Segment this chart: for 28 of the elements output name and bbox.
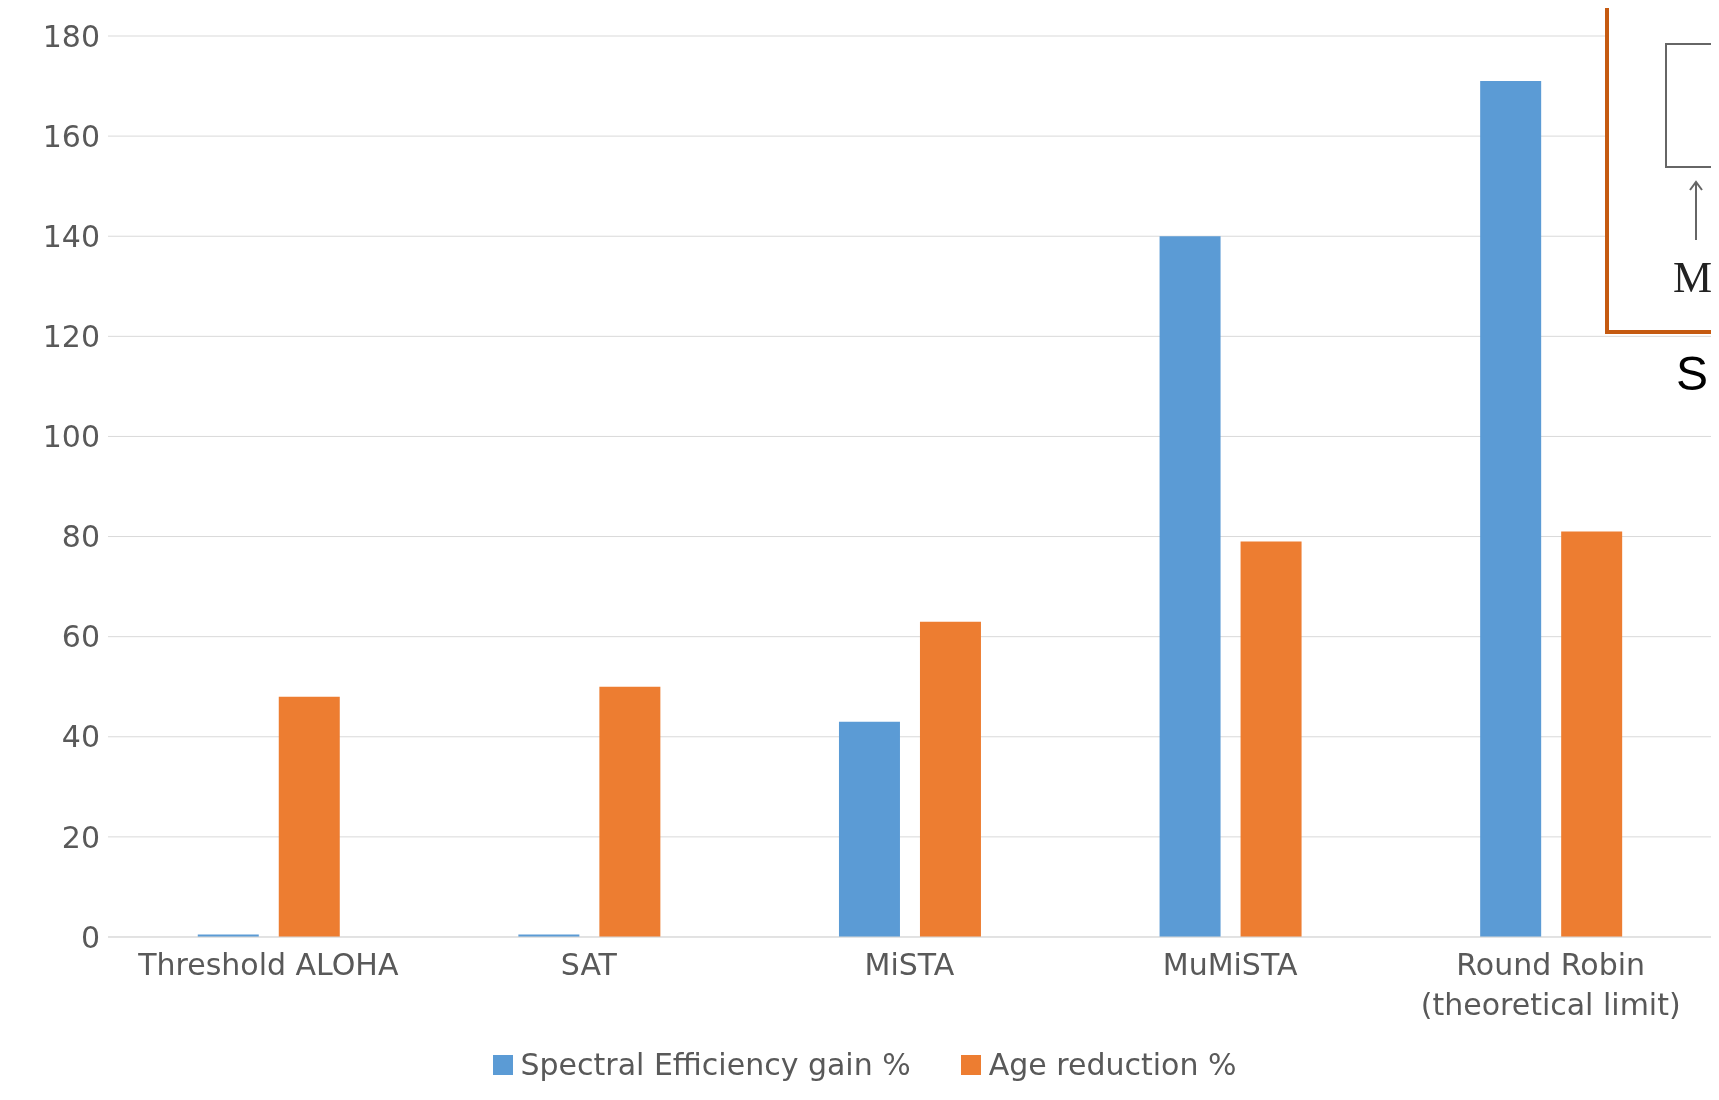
annotation: M (1673, 252, 1712, 303)
y-tick-label: 40 (61, 719, 100, 755)
x-tick-label: MiSTA (864, 947, 955, 982)
bar (1480, 81, 1542, 937)
bar (1561, 531, 1623, 937)
legend-label: Spectral Efficiency gain % (520, 1047, 911, 1082)
y-tick-label: 100 (42, 419, 100, 455)
y-tick-label: 180 (42, 18, 100, 54)
x-tick-label: Threshold ALOHA (137, 947, 399, 982)
bar (1240, 541, 1302, 937)
x-tick-label: SAT (560, 947, 618, 982)
y-tick-label: 160 (42, 118, 100, 154)
legend-label: Age reduction % (988, 1047, 1237, 1082)
bar (1159, 236, 1221, 937)
x-tick-label: MuMiSTA (1162, 947, 1298, 982)
y-tick-label: 60 (61, 619, 100, 655)
bar (838, 721, 900, 937)
x-tick-label: Round Robin (theoretical limit) (1420, 947, 1681, 1022)
y-tick-label: 140 (42, 218, 100, 254)
y-tick-label: 0 (80, 919, 100, 955)
y-tick-label: 20 (61, 819, 100, 855)
bar (599, 686, 661, 937)
y-tick-label: 120 (42, 318, 100, 354)
y-tick-label: 80 (61, 519, 100, 555)
bar (919, 621, 981, 937)
inset-frame: M (1605, 8, 1711, 334)
bar (278, 696, 340, 937)
annotation: S (1676, 346, 1709, 401)
